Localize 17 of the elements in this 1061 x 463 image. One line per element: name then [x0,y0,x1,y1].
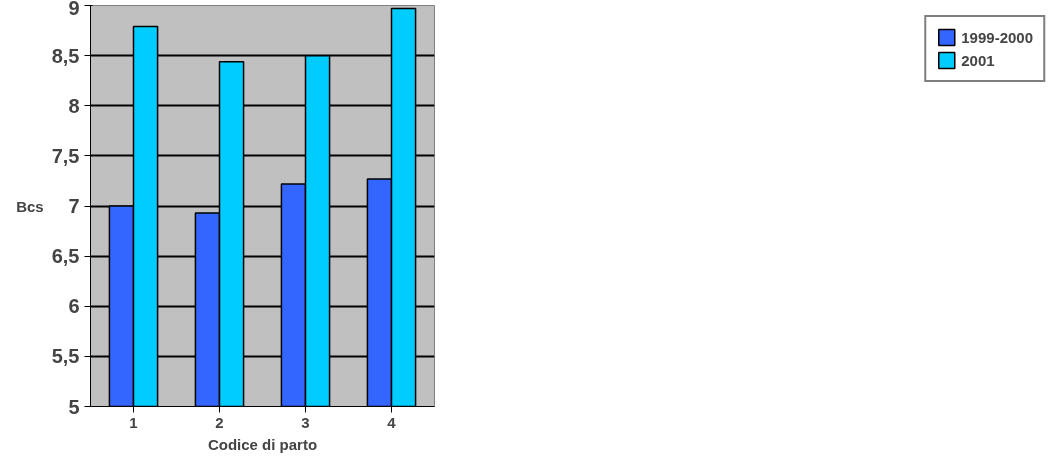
y-axis-title: Bcs [16,197,44,215]
y-tick-label: 6 [68,295,80,318]
x-tick-label: 2 [215,413,224,431]
y-tick-label: 9 [68,0,80,19]
y-tick-label: 5,5 [51,345,80,368]
y-tick-label: 8,5 [51,44,80,67]
x-axis-title: Codice di parto [207,435,318,453]
y-tick-label: 7 [68,195,80,217]
x-tick-label: 3 [301,413,310,431]
y-tick-label: 7,5 [51,144,80,167]
y-tick-label: 8 [68,94,80,117]
legend-label: 1999-2000 [961,28,1033,46]
legend-label: 2001 [961,51,995,69]
y-tick-label: 6,5 [51,245,80,268]
x-tick-label: 1 [129,413,138,431]
y-tick-label: 5 [68,395,80,418]
x-tick-label: 4 [387,413,397,431]
